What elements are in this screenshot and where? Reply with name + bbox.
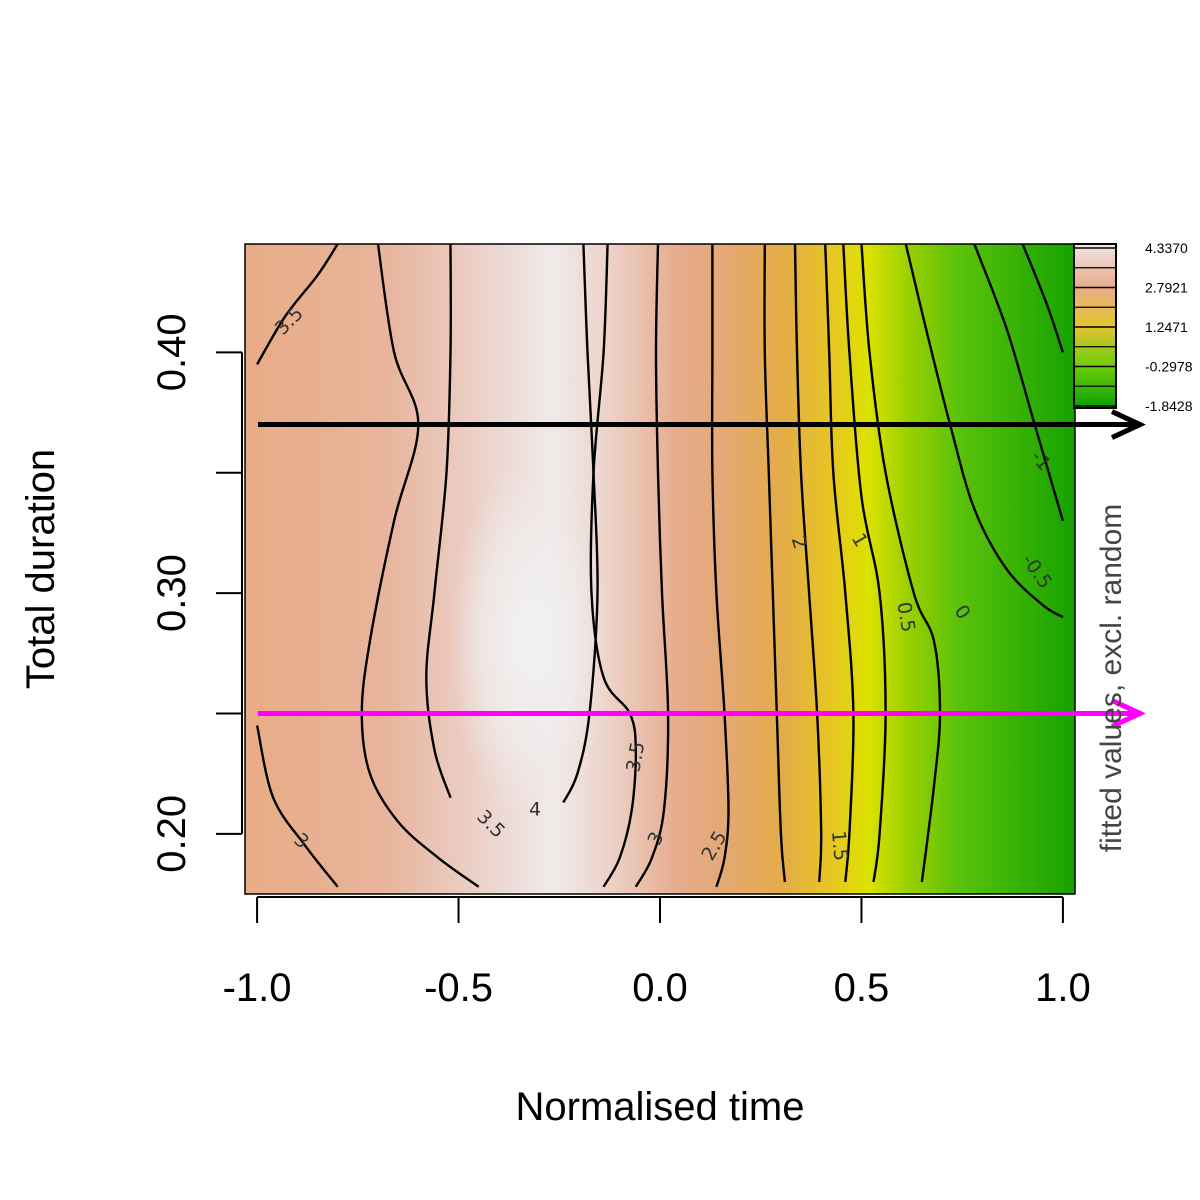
x-tick-label-0: -1.0 (223, 966, 292, 1010)
y-tick-label-2: 0.30 (150, 554, 194, 632)
arrow-head-1 (1110, 698, 1146, 729)
contour-label-8: 1.5 (827, 830, 852, 862)
contour-line-14 (425, 244, 453, 799)
color-key: 4.3370 2.7921 1.2471 -0.2978 -1.8428 (1073, 240, 1193, 414)
plot-area: 3.53 3.5 43.53 2.521.510.5 0-0.5-1 (245, 244, 1075, 894)
contour-layer (255, 244, 1065, 888)
key-label-4: -1.8428 (1145, 398, 1193, 414)
contour-line-6 (793, 244, 823, 883)
color-key-gradient (1073, 243, 1117, 409)
contour-line-15 (562, 244, 599, 804)
contour-line-2 (904, 244, 1064, 619)
key-label-3: -0.2978 (1145, 359, 1193, 375)
plot-frame (244, 243, 1076, 895)
contour-line-0 (973, 244, 1065, 522)
key-label-2: 1.2471 (1145, 319, 1188, 335)
contour-label-4: 3.5 (622, 740, 649, 774)
y-tick-label-4: 0.40 (150, 313, 194, 391)
contour-line-11 (589, 244, 638, 888)
contour-line-4 (842, 244, 887, 883)
contour-line-10 (360, 244, 480, 888)
arrow-head-0 (1110, 409, 1146, 440)
color-key-lines (1074, 247, 1116, 407)
arrow-layer (258, 409, 1146, 729)
x-axis-title: Normalised time (516, 1085, 805, 1129)
side-label: fitted values, excl. random (1095, 504, 1128, 853)
key-label-1: 2.7921 (1145, 280, 1188, 296)
color-key-labels: 4.3370 2.7921 1.2471 -0.2978 -1.8428 (1145, 240, 1193, 414)
contour-line-3 (860, 244, 942, 883)
y-tick-label-0: 0.20 (150, 795, 194, 873)
contour-line-5 (824, 244, 855, 883)
x-tick-label-2: 0.0 (632, 966, 688, 1010)
contour-line-8 (710, 244, 730, 888)
contour-line-1 (1021, 244, 1065, 353)
contour-label-3: 4 (529, 799, 541, 821)
x-tick-label-3: 0.5 (834, 966, 890, 1010)
x-tick-label-1: -0.5 (424, 966, 493, 1010)
x-axis: -1.0 -0.5 0.0 0.5 1.0 (223, 896, 1091, 1010)
contour-label-10: 0.5 (892, 600, 919, 634)
contour-line-12 (255, 725, 339, 888)
y-axis-title: Total duration (19, 449, 63, 689)
heatmap-peak (450, 460, 610, 820)
y-axis: 0.20 0.30 0.40 (150, 313, 243, 873)
contour-line-7 (763, 244, 787, 883)
contour-line-13 (256, 244, 339, 366)
x-tick-label-4: 1.0 (1035, 966, 1091, 1010)
contour-line-9 (634, 244, 670, 888)
key-label-0: 4.3370 (1145, 240, 1188, 256)
